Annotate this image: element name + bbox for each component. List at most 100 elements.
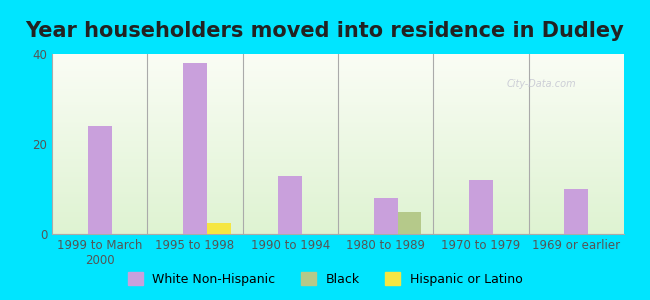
Bar bbox=[52, 88, 624, 90]
Bar bbox=[52, 59, 624, 61]
Bar bbox=[52, 112, 624, 113]
Text: Year householders moved into residence in Dudley: Year householders moved into residence i… bbox=[25, 21, 625, 41]
Bar bbox=[52, 175, 624, 176]
Bar bbox=[52, 61, 624, 63]
Bar bbox=[52, 65, 624, 67]
Bar bbox=[52, 139, 624, 140]
Bar bbox=[52, 95, 624, 97]
Bar bbox=[52, 169, 624, 171]
Bar bbox=[52, 81, 624, 83]
Bar bbox=[52, 113, 624, 115]
Bar bbox=[52, 212, 624, 214]
Bar bbox=[52, 86, 624, 88]
Bar bbox=[52, 203, 624, 205]
Bar bbox=[52, 97, 624, 99]
Bar bbox=[52, 155, 624, 157]
Bar bbox=[52, 110, 624, 112]
Bar bbox=[52, 196, 624, 198]
Bar bbox=[52, 104, 624, 106]
Bar bbox=[52, 176, 624, 178]
Bar bbox=[52, 140, 624, 142]
Bar bbox=[52, 74, 624, 76]
Bar bbox=[52, 205, 624, 207]
Bar bbox=[52, 158, 624, 160]
Bar bbox=[52, 207, 624, 209]
Bar bbox=[52, 162, 624, 164]
Bar bbox=[52, 76, 624, 77]
Bar bbox=[52, 108, 624, 110]
Bar bbox=[52, 135, 624, 137]
Bar bbox=[52, 232, 624, 234]
Bar bbox=[52, 160, 624, 162]
Bar bbox=[52, 103, 624, 104]
Bar bbox=[52, 202, 624, 203]
Bar bbox=[52, 151, 624, 153]
Bar bbox=[52, 166, 624, 167]
Bar bbox=[52, 115, 624, 117]
Bar bbox=[52, 189, 624, 191]
Bar bbox=[52, 218, 624, 220]
Bar bbox=[52, 214, 624, 216]
Bar bbox=[52, 209, 624, 211]
Bar bbox=[52, 185, 624, 187]
Bar bbox=[52, 193, 624, 194]
Bar bbox=[52, 171, 624, 173]
Bar bbox=[52, 79, 624, 81]
Bar bbox=[52, 56, 624, 58]
Bar bbox=[52, 229, 624, 230]
Bar bbox=[52, 148, 624, 149]
Bar bbox=[52, 130, 624, 131]
Bar bbox=[52, 200, 624, 202]
Bar bbox=[52, 106, 624, 108]
Legend: White Non-Hispanic, Black, Hispanic or Latino: White Non-Hispanic, Black, Hispanic or L… bbox=[122, 267, 528, 291]
Bar bbox=[52, 101, 624, 103]
Bar bbox=[52, 157, 624, 158]
Bar bbox=[52, 184, 624, 185]
Bar bbox=[52, 230, 624, 232]
Bar bbox=[52, 67, 624, 68]
Bar bbox=[52, 173, 624, 175]
Bar bbox=[52, 72, 624, 74]
Bar bbox=[52, 85, 624, 86]
Bar bbox=[374, 198, 398, 234]
Bar bbox=[469, 180, 493, 234]
Bar bbox=[52, 121, 624, 122]
Bar bbox=[52, 122, 624, 124]
Bar bbox=[52, 180, 624, 182]
Bar bbox=[52, 225, 624, 227]
Bar bbox=[88, 126, 112, 234]
Bar bbox=[52, 119, 624, 121]
Bar bbox=[52, 68, 624, 70]
Bar bbox=[278, 176, 302, 234]
Bar bbox=[52, 178, 624, 180]
Bar bbox=[52, 153, 624, 155]
Text: City-Data.com: City-Data.com bbox=[507, 79, 577, 89]
Bar bbox=[52, 146, 624, 148]
Bar bbox=[52, 142, 624, 144]
Bar bbox=[52, 117, 624, 119]
Bar bbox=[52, 133, 624, 135]
Bar bbox=[52, 92, 624, 94]
Bar bbox=[564, 189, 588, 234]
Bar bbox=[52, 128, 624, 130]
Bar bbox=[52, 94, 624, 95]
Bar bbox=[52, 221, 624, 223]
Bar bbox=[52, 90, 624, 92]
Bar bbox=[52, 227, 624, 229]
Bar bbox=[52, 70, 624, 72]
Bar bbox=[52, 137, 624, 139]
Bar bbox=[52, 58, 624, 59]
Bar bbox=[52, 194, 624, 196]
Bar bbox=[52, 191, 624, 193]
Bar bbox=[207, 223, 231, 234]
Bar bbox=[52, 126, 624, 128]
Bar bbox=[52, 187, 624, 189]
Bar bbox=[52, 144, 624, 146]
Bar bbox=[52, 211, 624, 212]
Bar bbox=[52, 63, 624, 65]
Bar bbox=[398, 212, 421, 234]
Bar bbox=[52, 167, 624, 169]
Bar bbox=[52, 220, 624, 221]
Bar bbox=[52, 99, 624, 101]
Bar bbox=[52, 198, 624, 200]
